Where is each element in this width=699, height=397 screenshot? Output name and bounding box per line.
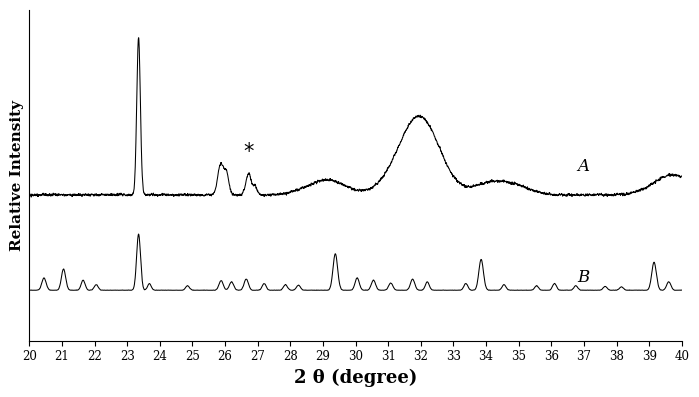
Y-axis label: Relative Intensity: Relative Intensity <box>10 100 24 251</box>
Text: *: * <box>243 143 254 162</box>
Text: A: A <box>577 158 589 175</box>
X-axis label: 2 θ (degree): 2 θ (degree) <box>294 369 417 387</box>
Text: B: B <box>577 269 590 286</box>
